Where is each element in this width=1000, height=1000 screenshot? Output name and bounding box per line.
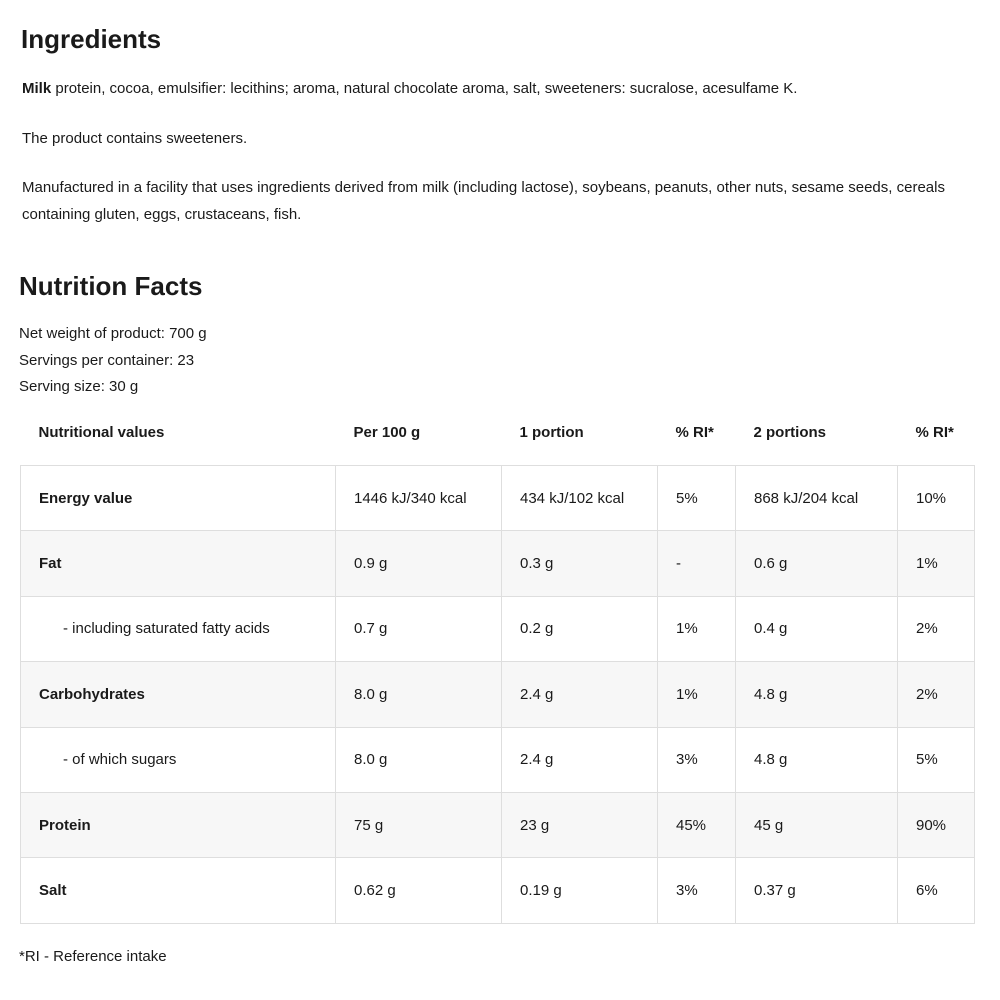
nutrient-value: 5% [897, 726, 975, 793]
table-row: - including saturated fatty acids 0.7 g 0.… [20, 595, 975, 663]
nutrient-value: 8.0 g [335, 726, 502, 793]
nutrient-value: 3% [657, 857, 736, 924]
table-row: Salt 0.62 g 0.19 g 3% 0.37 g 6% [20, 857, 975, 924]
nutrient-value: 45% [657, 791, 736, 859]
serving-size: Serving size: 30 g [19, 378, 139, 395]
nutrient-value: 5% [657, 464, 736, 532]
nutrient-value: 10% [897, 464, 975, 532]
ingredients-title: Ingredients [21, 24, 162, 54]
nutrient-value: 75 g [335, 791, 502, 859]
nutrition-title: Nutrition Facts [19, 271, 203, 301]
sweeteners-note: The product contains sweeteners. [22, 130, 248, 147]
nutrient-name: Energy value [20, 464, 336, 532]
servings: Servings per container: 23 [19, 351, 195, 369]
nutrient-name: - including saturated fatty acids [20, 595, 336, 663]
nutrient-value: 1% [657, 595, 736, 663]
nutrient-value: 4.8 g [735, 661, 898, 728]
nutrient-value: 0.19 g [501, 857, 658, 924]
product-meta: Net weight of product: 700 g Servings pe… [19, 321, 207, 401]
allergen-note: Manufactured in a facility that uses ing… [22, 179, 945, 223]
nutrient-value: 0.4 g [735, 595, 898, 663]
nutrient-value: 0.37 g [735, 857, 898, 924]
column-header: % RI* [915, 423, 954, 441]
nutrient-value: 45 g [735, 791, 898, 859]
nutrient-value: 2% [897, 661, 975, 728]
column-header: 2 portions [753, 423, 827, 441]
nutrient-name: Salt [20, 857, 336, 924]
nutrient-value: 6% [897, 857, 975, 924]
table-header-row: Nutritional values Per 100 g 1 portion % RI… [21, 412, 975, 466]
ingredients-rest: protein, cocoa, emulsifier: lecithins; a… [51, 80, 798, 97]
nutrient-value: 3% [657, 726, 736, 793]
nutrient-value: 1446 kJ/340 kcal [335, 464, 502, 532]
column-header: Nutritional values [38, 423, 165, 441]
nutrient-value: 0.2 g [501, 595, 658, 663]
nutrition-table: Nutritional values Per 100 g 1 portion % RI… [20, 412, 975, 924]
nutrient-value: 4.8 g [735, 726, 898, 793]
ingredients-text: Milk protein, cocoa, emulsifier: lecithi… [22, 75, 982, 102]
nutrient-name: Protein [20, 791, 336, 859]
nutrient-value: 2.4 g [501, 661, 658, 728]
ingredients-bold: Milk [22, 80, 52, 97]
nutrient-name: Carbohydrates [20, 661, 336, 728]
column-header: Per 100 g [353, 423, 421, 441]
nutrient-value: 8.0 g [335, 661, 502, 728]
nutrient-value: 2% [897, 595, 975, 663]
table-row: Carbohydrates 8.0 g 2.4 g 1% 4.8 g 2% [20, 661, 975, 728]
column-header: % RI* [675, 423, 714, 441]
nutrient-value: 434 kJ/102 kcal [501, 464, 658, 532]
nutrient-value: 0.62 g [335, 857, 502, 924]
nutrient-name: Fat [20, 530, 336, 597]
nutrient-value: 868 kJ/204 kcal [735, 464, 898, 532]
table-row: Protein 75 g 23 g 45% 45 g 90% [20, 791, 975, 859]
nutrient-value: 1% [657, 661, 736, 728]
nutrient-value: 0.6 g [735, 530, 898, 597]
nutrient-value: 23 g [501, 791, 658, 859]
nutrient-value: - [657, 530, 736, 597]
nutrient-value: 0.7 g [335, 595, 502, 663]
column-header: 1 portion [519, 423, 584, 441]
table-row: Energy value 1446 kJ/340 kcal 434 kJ/102 k… [20, 464, 975, 532]
table-row: Fat 0.9 g 0.3 g -0.6 g 1% [20, 530, 975, 597]
footnote: *RI - Reference intake [19, 948, 167, 965]
net-weight: Net weight of product: 700 g [19, 325, 207, 342]
nutrient-value: 0.3 g [501, 530, 658, 597]
nutrient-value: 0.9 g [335, 530, 502, 597]
nutrient-value: 90% [897, 791, 975, 859]
nutrient-value: 1% [897, 530, 975, 597]
nutrient-value: 2.4 g [501, 726, 658, 793]
table-row: - of which sugars 8.0 g 2.4 g 3% 4.8 g 5% [20, 726, 975, 793]
nutrient-name: - of which sugars [20, 726, 336, 793]
